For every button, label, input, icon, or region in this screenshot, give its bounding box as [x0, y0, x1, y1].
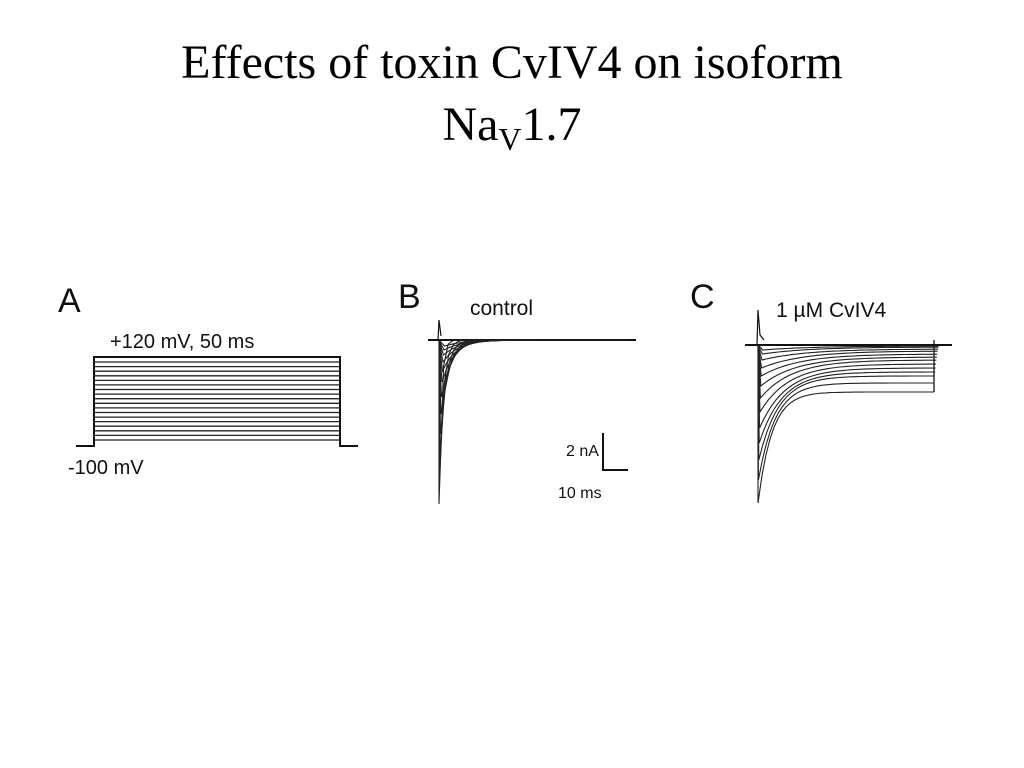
- panel-c-letter: C: [690, 278, 715, 316]
- toxin-current-trace: [757, 344, 936, 414]
- toxin-current-trace: [757, 344, 935, 481]
- toxin-current-trace: [757, 344, 939, 351]
- protocol-step-lines: [94, 361, 340, 441]
- control-current-trace: [438, 339, 626, 383]
- toxin-current-trace: [757, 344, 938, 377]
- toxin-current-trace: [757, 344, 939, 355]
- title-subscript-v: V: [498, 121, 522, 157]
- control-label: control: [470, 297, 533, 320]
- title-isoform-number: 1.7: [521, 98, 582, 151]
- slide-title: Effects of toxin CvIV4 on isoform NaV1.7: [0, 32, 1024, 156]
- title-na: Na: [442, 98, 499, 151]
- toxin-current-trace: [757, 344, 938, 361]
- scale-time-label: 10 ms: [558, 485, 602, 502]
- control-current-trace: [438, 339, 625, 435]
- panel-a: A +120 mV, 50 ms -100 mV: [58, 282, 358, 479]
- toxin-current-trace: [757, 344, 937, 400]
- pulse-protocol-label: +120 mV, 50 ms: [110, 331, 254, 353]
- toxin-current-trace: [757, 345, 934, 504]
- control-current-traces: [437, 319, 629, 505]
- toxin-current-trace: [757, 344, 937, 388]
- toxin-current-trace: [757, 344, 936, 429]
- control-current-trace: [438, 339, 625, 415]
- control-current-trace: [438, 339, 626, 398]
- panel-b: B control 2 nA 10 ms: [398, 278, 636, 505]
- capacitive-transient: [437, 319, 442, 341]
- toxin-current-trace: [757, 344, 935, 461]
- control-current-trace: [438, 339, 629, 347]
- scale-current-label: 2 nA: [566, 443, 599, 460]
- panel-c: C 1 µM CvIV4: [690, 278, 952, 504]
- toxin-current-traces: [756, 309, 939, 504]
- toxin-current-trace: [757, 344, 936, 444]
- panel-a-letter: A: [58, 282, 81, 320]
- capacitive-transient: [756, 309, 765, 346]
- control-current-trace: [438, 339, 623, 505]
- pulse-protocol-outline: [76, 356, 358, 447]
- title-line-2: NaV1.7: [0, 94, 1024, 156]
- panel-b-letter: B: [398, 278, 421, 316]
- title-line-1: Effects of toxin CvIV4 on isoform: [181, 36, 843, 89]
- scale-bar: [602, 433, 628, 471]
- toxin-current-trace: [757, 344, 938, 369]
- toxin-label: 1 µM CvIV4: [776, 299, 886, 322]
- holding-potential-label: -100 mV: [68, 457, 144, 479]
- control-current-trace: [438, 339, 624, 456]
